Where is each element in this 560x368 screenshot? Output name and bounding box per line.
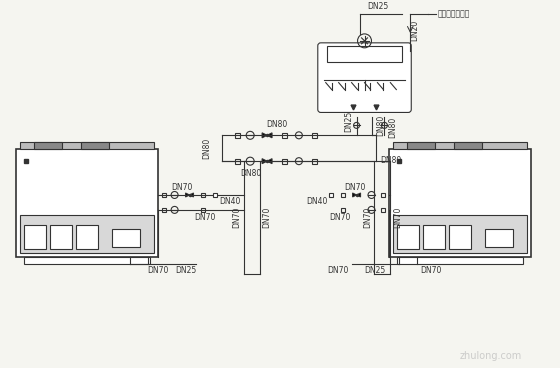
Text: DN70: DN70 (363, 207, 372, 228)
Text: DN40: DN40 (220, 198, 241, 206)
Text: DN70: DN70 (233, 207, 242, 228)
Polygon shape (353, 193, 357, 197)
Bar (485, 229, 513, 247)
Bar (81, 142, 109, 149)
Bar (76, 225, 98, 249)
Polygon shape (267, 133, 272, 138)
Text: DN80: DN80 (202, 138, 211, 159)
Text: DN25: DN25 (364, 266, 385, 275)
Text: zhulong.com: zhulong.com (460, 351, 522, 361)
Text: DN70: DN70 (421, 266, 442, 275)
Bar (282, 159, 287, 164)
Bar (398, 225, 419, 249)
Text: DN70: DN70 (147, 266, 169, 275)
Bar (393, 142, 526, 149)
Bar (312, 133, 318, 138)
Text: DN70: DN70 (171, 183, 192, 191)
Bar (25, 256, 150, 263)
Text: DN20: DN20 (410, 19, 420, 40)
Bar (449, 225, 471, 249)
Bar (393, 215, 526, 253)
Bar (235, 133, 240, 138)
Text: DN25: DN25 (175, 266, 196, 275)
Polygon shape (262, 133, 267, 138)
Text: DN70: DN70 (344, 183, 365, 191)
Bar (50, 225, 72, 249)
Bar (398, 256, 522, 263)
FancyBboxPatch shape (318, 43, 411, 113)
Text: DN70: DN70 (263, 207, 272, 228)
Bar (25, 225, 46, 249)
Bar (340, 208, 344, 212)
Text: DN80: DN80 (388, 117, 397, 138)
Polygon shape (357, 193, 361, 197)
Text: DN80: DN80 (267, 120, 288, 129)
Bar (340, 193, 344, 197)
Bar (454, 142, 482, 149)
Polygon shape (267, 159, 272, 164)
Bar (202, 193, 206, 197)
Text: DN25: DN25 (344, 111, 353, 132)
Bar (235, 159, 240, 164)
Text: DN80: DN80 (380, 156, 402, 164)
Bar (21, 215, 153, 253)
Text: DN80: DN80 (240, 169, 262, 178)
Polygon shape (189, 193, 194, 197)
Bar (162, 208, 166, 212)
Text: DN80: DN80 (376, 115, 385, 136)
Text: DN70: DN70 (329, 213, 351, 222)
Bar (16, 149, 158, 256)
Text: DN70: DN70 (393, 207, 402, 228)
Bar (162, 193, 166, 197)
Text: DN70: DN70 (327, 266, 348, 275)
Bar (34, 142, 62, 149)
Bar (389, 149, 530, 256)
Bar (282, 133, 287, 138)
Text: DN25: DN25 (367, 2, 388, 11)
Text: DN70: DN70 (195, 213, 216, 222)
Text: DN40: DN40 (306, 198, 328, 206)
Bar (381, 193, 385, 197)
Bar (381, 208, 385, 212)
Bar (423, 225, 445, 249)
Text: 接自来水供水器: 接自来水供水器 (438, 10, 470, 18)
Polygon shape (262, 159, 267, 164)
Bar (202, 208, 206, 212)
Bar (326, 46, 402, 62)
Polygon shape (185, 193, 189, 197)
Bar (21, 142, 153, 149)
Bar (407, 142, 435, 149)
Bar (312, 159, 318, 164)
Bar (112, 229, 140, 247)
